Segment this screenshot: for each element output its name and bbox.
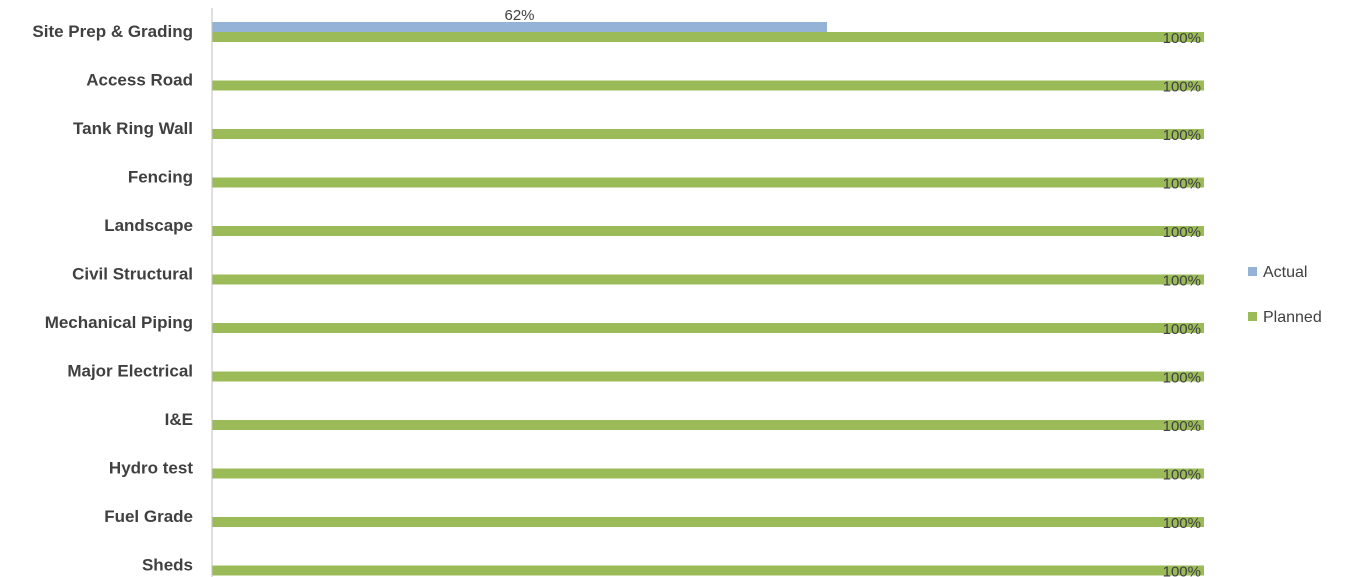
actual-value-label: 62% <box>505 7 535 24</box>
category-label: Hydro test <box>109 459 193 478</box>
planned-value-label: 100% <box>1163 127 1201 144</box>
labels-layer: Site Prep & Grading 100% 62% Access Road 100… <box>32 7 1201 577</box>
planned-bar <box>212 565 1204 576</box>
planned-bar <box>212 32 1204 42</box>
legend: Actual Planned <box>1248 264 1322 326</box>
category-label: Mechanical Piping <box>45 313 193 332</box>
legend-swatch-planned <box>1248 312 1257 321</box>
category-label: Landscape <box>104 216 193 235</box>
category-label: I&E <box>165 410 193 429</box>
category-label: Site Prep & Grading <box>32 22 193 41</box>
category-label: Civil Structural <box>72 265 193 284</box>
planned-value-label: 100% <box>1163 564 1201 577</box>
actual-bar <box>212 22 828 32</box>
planned-value-label: 100% <box>1163 30 1201 47</box>
bars-layer <box>212 22 1204 576</box>
legend-label-planned: Planned <box>1263 309 1322 326</box>
planned-bar <box>212 226 1204 236</box>
planned-bar <box>212 274 1204 285</box>
planned-value-label: 100% <box>1163 273 1201 290</box>
category-label: Fuel Grade <box>104 507 193 526</box>
legend-swatch-actual <box>1248 267 1257 276</box>
category-label: Access Road <box>86 71 193 90</box>
category-label: Fencing <box>128 168 193 187</box>
planned-bar <box>212 177 1204 188</box>
planned-value-label: 100% <box>1163 224 1201 241</box>
category-label: Tank Ring Wall <box>73 119 193 138</box>
category-label: Sheds <box>142 556 193 575</box>
planned-value-label: 100% <box>1163 321 1201 338</box>
legend-label-actual: Actual <box>1263 264 1307 281</box>
planned-value-label: 100% <box>1163 515 1201 532</box>
planned-value-label: 100% <box>1163 418 1201 435</box>
planned-bar <box>212 420 1204 430</box>
planned-value-label: 100% <box>1163 176 1201 193</box>
planned-bar <box>212 80 1204 91</box>
planned-bar <box>212 371 1204 382</box>
planned-bar <box>212 323 1204 333</box>
planned-bar <box>212 468 1204 479</box>
planned-value-label: 100% <box>1163 370 1201 387</box>
planned-bar <box>212 129 1204 139</box>
planned-value-label: 100% <box>1163 79 1201 96</box>
planned-bar <box>212 517 1204 527</box>
category-label: Major Electrical <box>67 362 193 381</box>
planned-value-label: 100% <box>1163 467 1201 484</box>
